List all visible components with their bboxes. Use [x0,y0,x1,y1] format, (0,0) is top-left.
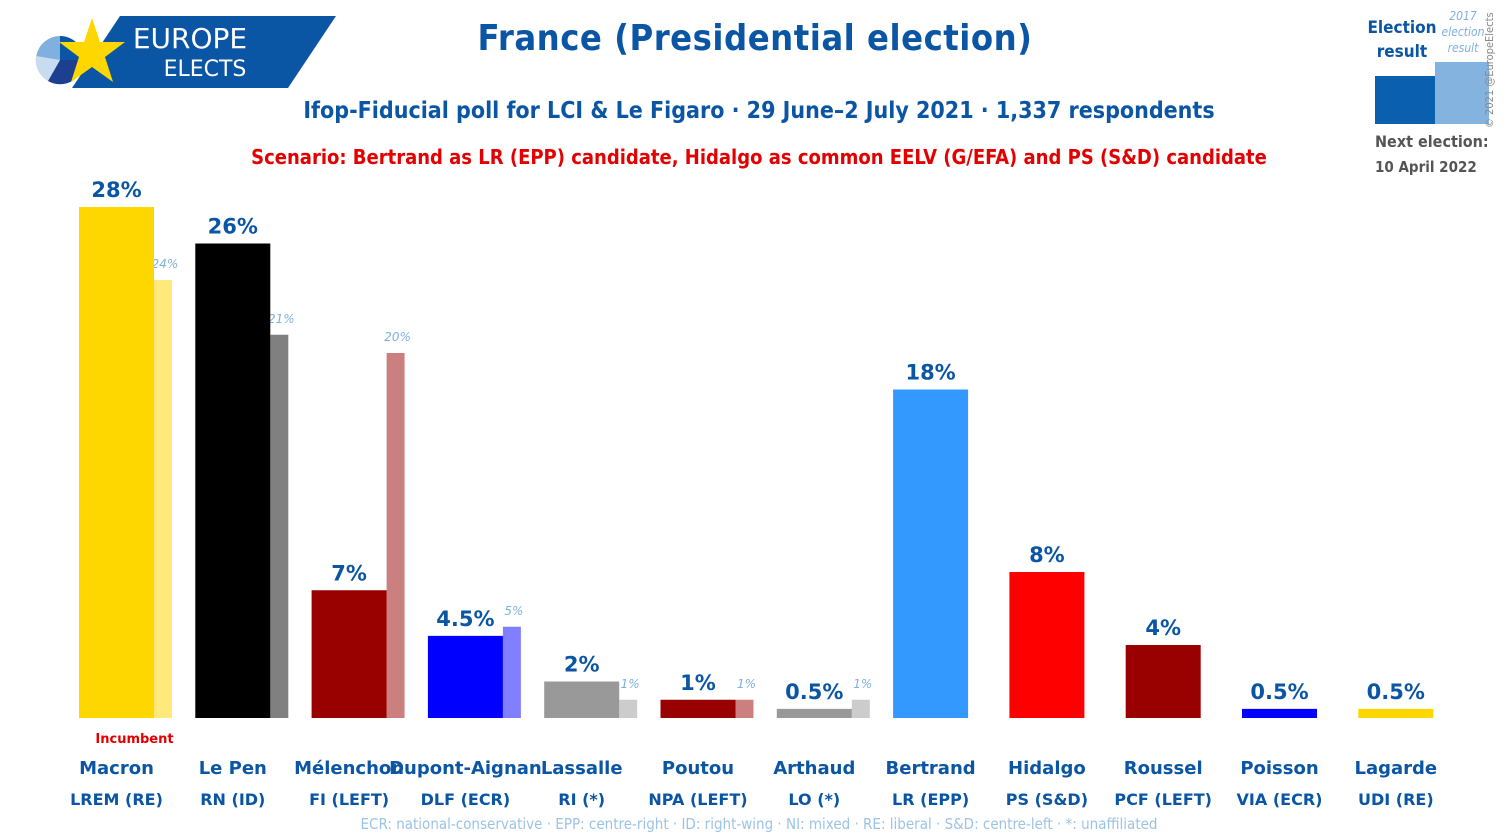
europe-elects-logo: EUROPE ELECTS [35,16,336,88]
value-label-8: 8% [1029,543,1065,567]
category-label-10: Poisson [1240,758,1318,779]
category-label-4: Lassalle [541,758,623,779]
category-label-11: Lagarde [1354,758,1437,779]
bar-8 [1009,572,1085,718]
scenario-note: Scenario: Bertrand as LR (EPP) candidate… [251,145,1267,169]
bar-6 [776,708,852,718]
previous-value-label-3: 5% [504,604,523,618]
party-label-4: RI (*) [558,790,605,809]
legend-poll-swatch [1375,76,1435,124]
bar-9 [1125,645,1201,718]
bar-1 [195,243,271,718]
category-label-8: Hidalgo [1008,758,1086,779]
party-label-1: RN (ID) [200,790,265,809]
party-label-10: VIA (ECR) [1237,790,1323,809]
value-label-10: 0.5% [1250,680,1308,704]
incumbent-annotation: Incumbent [95,732,173,747]
previous-bar-6 [851,699,870,718]
category-label-1: Le Pen [199,758,267,779]
bar-4 [544,681,620,718]
category-label-7: Bertrand [886,758,976,779]
footer-glossary: ECR: national-conservative · EPP: centre… [360,815,1158,833]
category-label-2: Mélenchon [294,758,404,779]
party-label-5: NPA (LEFT) [648,790,747,809]
previous-bar-0 [154,280,172,718]
previous-value-label-4: 1% [621,677,640,691]
party-label-7: LR (EPP) [892,790,969,809]
previous-bar-5 [735,699,754,718]
value-label-11: 0.5% [1367,680,1425,704]
chart-title: France (Presidential election) [477,18,1033,59]
party-label-11: UDI (RE) [1358,790,1434,809]
bar-5 [660,699,736,718]
bar-2 [311,590,387,718]
category-label-3: Dupont-Aignan [389,758,542,779]
previous-value-label-6: 1% [853,677,872,691]
value-label-5: 1% [680,671,716,695]
bar-11 [1358,708,1434,718]
category-label-0: Macron [79,758,154,779]
party-label-2: FI (LEFT) [309,790,389,809]
previous-bar-2 [386,353,405,718]
value-label-3: 4.5% [436,607,494,631]
star-icon [59,18,125,82]
previous-bar-3 [502,626,521,718]
next-election-date: 10 April 2022 [1375,158,1477,176]
party-label-9: PCF (LEFT) [1114,790,1212,809]
category-label-6: Arthaud [773,758,855,779]
value-label-4: 2% [564,653,600,677]
poll-subtitle: Ifop-Fiducial poll for LCI & Le Figaro ·… [303,98,1215,124]
previous-value-label-0: 24% [152,257,179,271]
party-label-8: PS (S&D) [1006,790,1088,809]
bar-7 [893,389,969,718]
value-label-6: 0.5% [785,680,843,704]
previous-bar-4 [619,699,638,718]
value-label-9: 4% [1145,616,1181,640]
party-label-0: LREM (RE) [70,790,163,809]
legend-2017-label: 2017 election result [1441,9,1485,55]
bar-0 [79,207,154,718]
legend-graphic [1375,62,1489,124]
legend-2017-swatch [1435,62,1489,124]
previous-value-label-1: 21% [268,312,295,326]
previous-value-label-5: 1% [737,677,756,691]
bar-3 [427,635,503,718]
bar-10 [1242,708,1317,718]
logo-line1: EUROPE [133,22,247,55]
category-label-5: Poutou [662,758,734,779]
previous-bar-1 [270,334,289,718]
party-label-6: LO (*) [788,790,840,809]
previous-value-label-2: 20% [384,330,411,344]
category-label-9: Roussel [1124,758,1203,779]
value-label-1: 26% [208,215,258,239]
value-label-0: 28% [91,178,141,202]
logo-line2: ELECTS [164,57,247,82]
next-election-label: Next election: [1375,132,1489,151]
legend-poll-label: Election result [1367,18,1437,62]
value-label-7: 18% [905,361,955,385]
party-label-3: DLF (ECR) [421,790,511,809]
value-label-2: 7% [331,561,367,585]
